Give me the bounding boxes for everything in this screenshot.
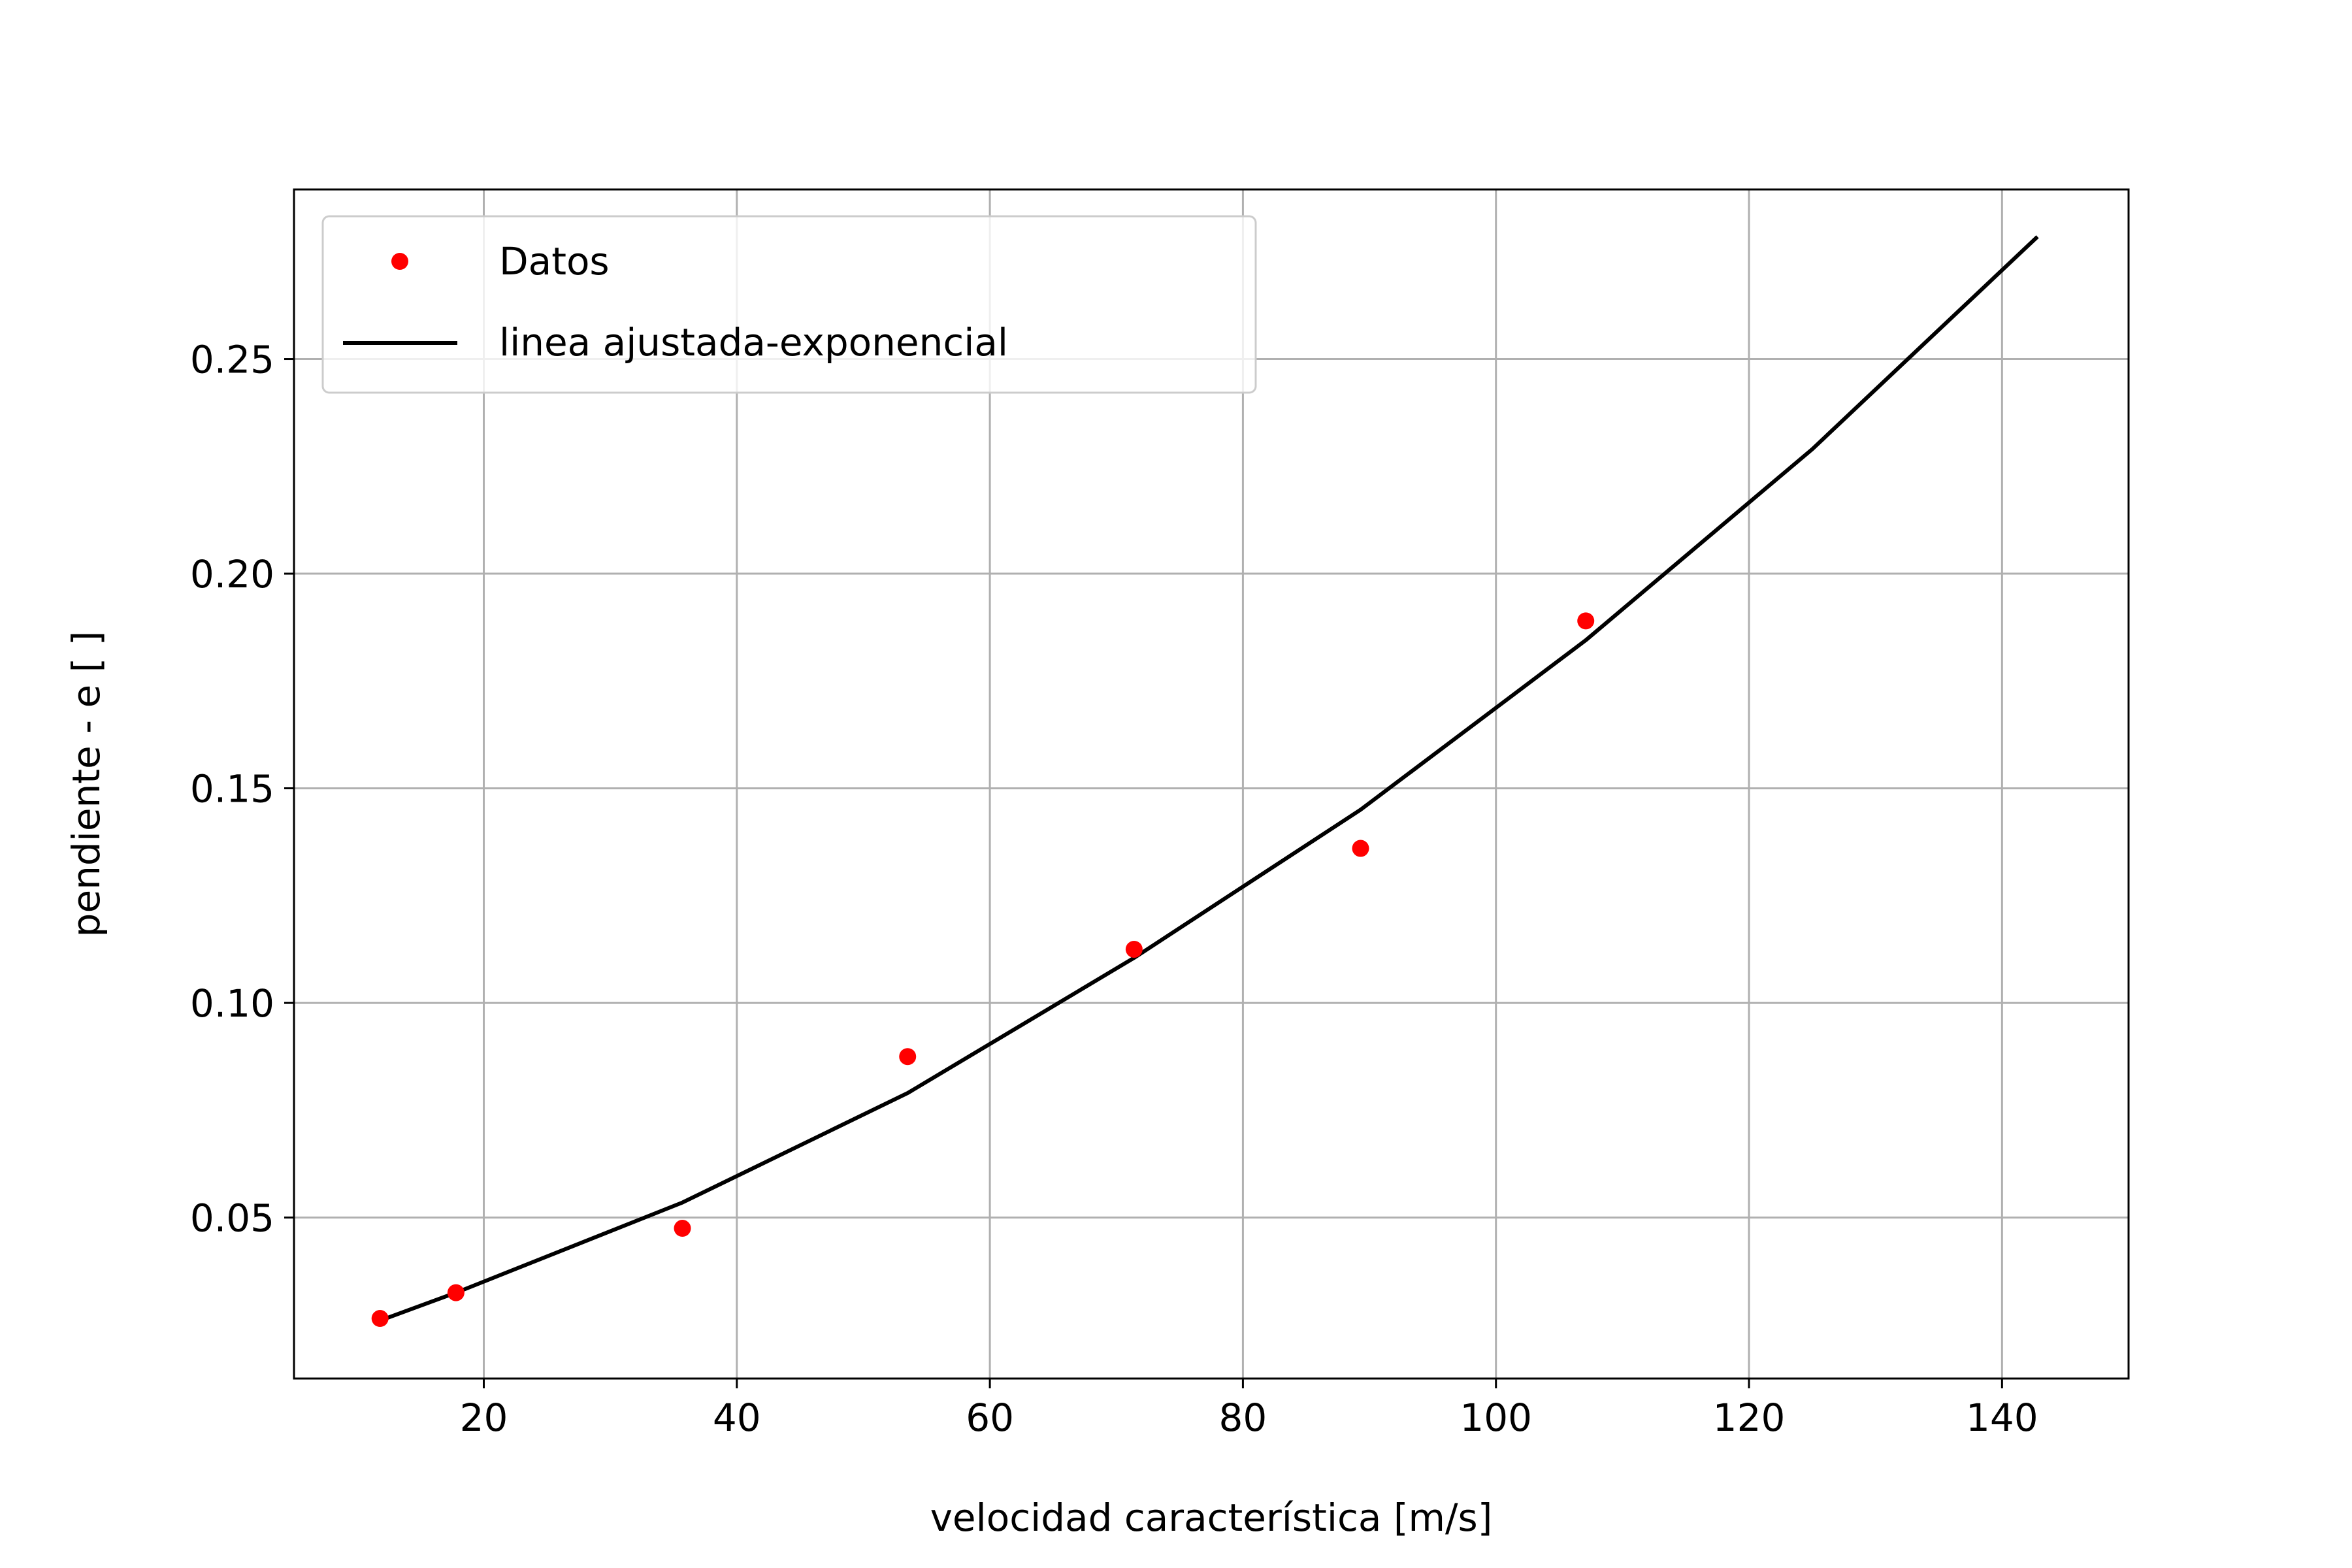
x-tick-label: 100 <box>1460 1396 1532 1440</box>
y-tick-label: 0.25 <box>190 338 274 382</box>
data-point <box>1577 612 1595 630</box>
legend-marker-datos <box>391 253 408 270</box>
data-point <box>899 1048 917 1066</box>
x-tick-label: 120 <box>1713 1396 1786 1440</box>
y-axis-label: pendiente - e [ ] <box>64 631 108 938</box>
series-layer <box>371 235 2039 1328</box>
fit-line <box>379 235 2039 1323</box>
legend-label-linea: linea ajustada-exponencial <box>499 320 1008 365</box>
y-tick-label: 0.05 <box>190 1196 274 1241</box>
data-point <box>371 1310 389 1328</box>
legend-label-datos: Datos <box>499 239 610 284</box>
plot-frame <box>293 188 2130 1380</box>
x-tick-label: 40 <box>713 1396 761 1440</box>
x-tick-label: 140 <box>1966 1396 2038 1440</box>
legend-box <box>321 215 1257 394</box>
x-tick-label: 80 <box>1219 1396 1267 1440</box>
data-point <box>447 1284 465 1301</box>
y-tick-label: 0.20 <box>190 552 274 596</box>
x-tick-label: 60 <box>966 1396 1014 1440</box>
y-tick-label: 0.10 <box>190 981 274 1026</box>
ticks-layer: 20 40 60 80 100 120 140 0.05 0.10 0.15 0.20 0.25 <box>190 338 2038 1440</box>
x-axis-label: velocidad característica [m/s] <box>930 1495 1493 1540</box>
data-point <box>674 1220 691 1237</box>
data-point <box>1352 840 1369 857</box>
legend: Datos linea ajustada-exponencial <box>321 215 1257 394</box>
y-tick-label: 0.15 <box>190 767 274 811</box>
data-point <box>1125 940 1143 958</box>
x-tick-label: 20 <box>460 1396 508 1440</box>
